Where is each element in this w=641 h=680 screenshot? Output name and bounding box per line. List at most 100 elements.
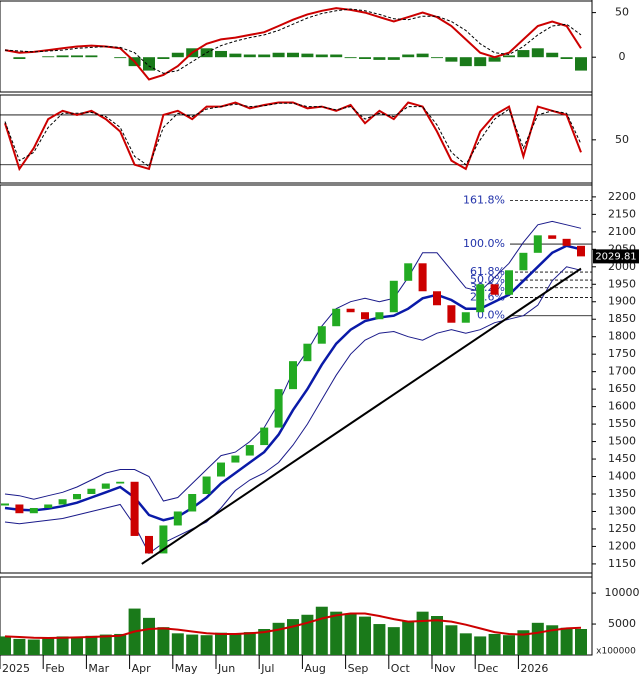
histogram-bar bbox=[531, 48, 544, 58]
volume-bar bbox=[517, 630, 530, 655]
histogram-bar bbox=[546, 52, 559, 58]
volume-bar bbox=[243, 632, 256, 655]
volume-bar bbox=[416, 611, 429, 655]
volume-bar bbox=[186, 634, 199, 655]
volume-bar bbox=[272, 622, 285, 655]
trend-line bbox=[141, 267, 582, 565]
histogram-bar bbox=[215, 50, 227, 58]
candle bbox=[73, 494, 81, 500]
volume-average bbox=[4, 612, 582, 640]
volume-bar bbox=[99, 634, 112, 655]
candle bbox=[433, 291, 441, 306]
histogram-bar bbox=[258, 54, 271, 58]
candle bbox=[346, 308, 355, 313]
volume-bar bbox=[344, 614, 357, 655]
x-tick-label: Sep bbox=[348, 662, 369, 675]
candle bbox=[303, 343, 312, 362]
last-price-label: 2029.81 bbox=[595, 251, 636, 262]
y-tick-label: 1150 bbox=[608, 557, 636, 570]
volume-bar bbox=[157, 627, 170, 655]
x-tick-label: Dec bbox=[477, 662, 498, 675]
candle bbox=[29, 507, 38, 514]
volume-bar bbox=[431, 616, 443, 655]
y-tick-label: 5000 bbox=[608, 617, 636, 630]
volume-bar bbox=[488, 633, 501, 655]
candle bbox=[389, 280, 398, 313]
candle bbox=[577, 245, 585, 257]
histogram-bar bbox=[373, 57, 386, 60]
candle bbox=[145, 535, 153, 554]
y-tick-label: 0 bbox=[619, 50, 626, 63]
volume-bar bbox=[560, 627, 573, 655]
band-line bbox=[4, 266, 582, 555]
candle bbox=[289, 361, 297, 390]
volume-bar bbox=[503, 635, 515, 655]
volume-bar bbox=[474, 636, 487, 655]
histogram-bar bbox=[575, 57, 587, 71]
volume-bar bbox=[13, 638, 26, 655]
x-tick-label: Jun bbox=[217, 662, 235, 675]
y-tick-label: 2200 bbox=[608, 190, 636, 203]
volume-bar bbox=[258, 629, 271, 655]
volume-bar bbox=[315, 606, 328, 655]
volume-bar bbox=[373, 624, 386, 655]
histogram-bar bbox=[503, 55, 515, 58]
volume-bar bbox=[531, 622, 544, 655]
band-line bbox=[4, 244, 582, 522]
y-tick-label: 1400 bbox=[608, 470, 636, 483]
histogram-bar bbox=[459, 57, 472, 67]
candle bbox=[361, 312, 369, 320]
histogram-bar bbox=[287, 52, 299, 58]
y-tick-label: 2150 bbox=[608, 207, 636, 220]
x-tick-label: Mar bbox=[88, 662, 109, 675]
y-tick-label: 1950 bbox=[608, 277, 636, 290]
histogram-bar bbox=[85, 55, 98, 58]
oscillator-line bbox=[4, 101, 582, 172]
histogram-bar bbox=[301, 53, 314, 58]
y-tick-label: 1500 bbox=[608, 435, 636, 448]
histogram-bar bbox=[330, 54, 343, 58]
x-tick-label: Aug bbox=[304, 662, 325, 675]
histogram-bar bbox=[445, 57, 458, 62]
y-tick-label: 1250 bbox=[608, 522, 636, 535]
x-tick-label: Feb bbox=[45, 662, 64, 675]
candle bbox=[505, 270, 513, 295]
volume-bar bbox=[27, 639, 40, 655]
histogram-bar bbox=[56, 55, 69, 58]
candle bbox=[375, 312, 384, 320]
histogram-bar bbox=[488, 57, 501, 62]
histogram-bar bbox=[315, 54, 328, 58]
histogram-bar bbox=[387, 57, 400, 60]
fib-label: 161.8% bbox=[463, 193, 505, 206]
candle bbox=[87, 488, 96, 495]
y-tick-label: 10000 bbox=[605, 586, 640, 599]
y-tick-label: 1200 bbox=[608, 539, 636, 552]
histogram-bar bbox=[229, 53, 242, 58]
histogram-bar bbox=[431, 57, 443, 59]
y-tick-label: 1850 bbox=[608, 312, 636, 325]
volume-bar bbox=[114, 633, 127, 655]
candle bbox=[490, 284, 499, 295]
histogram-bar bbox=[517, 50, 530, 58]
volume-bar bbox=[56, 636, 69, 655]
volume-bar bbox=[402, 620, 415, 655]
y-tick-label: 1300 bbox=[608, 504, 636, 517]
volume-bar bbox=[445, 625, 458, 655]
candle bbox=[116, 481, 125, 484]
volume-bar bbox=[387, 627, 400, 655]
x-tick-label: Jul bbox=[260, 662, 274, 675]
fib-label: 23.6% bbox=[470, 291, 505, 304]
y-tick-label: 2100 bbox=[608, 225, 636, 238]
y-tick-label: 50 bbox=[615, 6, 629, 19]
volume-bar bbox=[42, 637, 55, 655]
candle bbox=[533, 235, 542, 253]
histogram-bar bbox=[143, 57, 155, 71]
fib-label: 61.8% bbox=[470, 265, 505, 278]
volume-bar bbox=[359, 616, 371, 655]
candle bbox=[317, 326, 326, 344]
histogram-bar bbox=[402, 54, 415, 58]
volume-bar bbox=[71, 637, 83, 655]
volume-bar bbox=[575, 629, 587, 655]
macd-line bbox=[4, 7, 582, 81]
